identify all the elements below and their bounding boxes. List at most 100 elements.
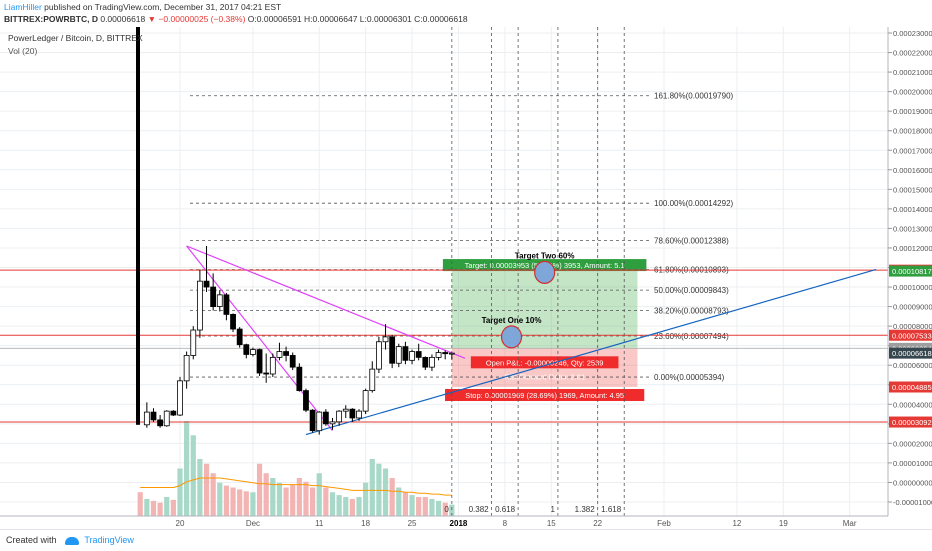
- trend-line: [186, 245, 333, 432]
- volume-ma-line: [140, 477, 452, 496]
- price-tick-label: 0.00002000: [893, 439, 932, 448]
- volume-bar: [250, 492, 256, 516]
- last-value: 0.00006618: [100, 14, 146, 24]
- annotations[interactable]: Target Two 60% Target One 10%: [482, 251, 575, 349]
- price-tick-label: 0.00021000: [893, 68, 932, 77]
- volume-bar: [356, 497, 362, 516]
- candle-down: [157, 419, 164, 427]
- candle-up: [216, 294, 223, 307]
- candle-up: [276, 351, 283, 358]
- candle-up: [163, 410, 170, 427]
- candle-down: [236, 328, 243, 346]
- price-tick-label: 0.00001000: [893, 459, 932, 468]
- candle-down: [150, 411, 157, 421]
- volume-bar: [296, 478, 302, 516]
- time-tick-label: 8: [503, 519, 508, 528]
- candle-up: [143, 411, 150, 426]
- volume-bar: [382, 468, 389, 516]
- candle-down: [303, 390, 309, 411]
- first-candle-spike: [136, 27, 140, 425]
- price-tick-label: 0.00006000: [893, 361, 932, 370]
- volume-bar: [343, 497, 349, 516]
- volume-bar: [435, 500, 442, 516]
- volume-bar: [442, 502, 448, 516]
- target-circle: [534, 260, 556, 284]
- candle-up: [269, 356, 276, 375]
- candle-down: [422, 356, 429, 368]
- volume-bar: [237, 489, 243, 516]
- volume-bar: [396, 487, 402, 516]
- price-tick-label: 0.00008000: [893, 322, 932, 331]
- price-tick-label: 0.00022000: [893, 49, 932, 58]
- fib-level-label: 78.60%(0.00012388): [654, 236, 729, 245]
- price-label: 0.00004885: [892, 383, 932, 392]
- candle-up: [362, 390, 369, 412]
- volume-bar: [329, 492, 336, 516]
- volume-legend: Vol (20): [8, 46, 37, 56]
- open-pnl-label: Open P&L: -0.00000246, Qty: 2539: [486, 358, 604, 367]
- volume-bar: [449, 504, 455, 516]
- volume-bar: [184, 421, 190, 516]
- volume-bar: [349, 498, 355, 516]
- price-tick-label: 0.00018000: [893, 127, 932, 136]
- fib-level-label: 38.20%(0.00008793): [654, 307, 729, 316]
- stop-label: Stop: 0.00001969 (28.69%) 1969, Amount: …: [465, 391, 624, 400]
- volume-bar: [409, 495, 415, 516]
- ohlc-line: BITTREX:POWRBTC, D 0.00006618 ▼ −0.00000…: [4, 13, 468, 25]
- price-chart[interactable]: Target: 0.00003953 (57.59%) 3953, Amount…: [0, 0, 932, 529]
- price-label-bg: [889, 347, 932, 359]
- price-axis[interactable]: 0.00023000 0.00022000 0.00021000 0.00020000…: [887, 27, 932, 516]
- candle-up: [190, 329, 197, 356]
- candle-down: [243, 344, 250, 355]
- volume-bar: [376, 463, 382, 516]
- price-tick-label: 0.00015000: [893, 185, 932, 194]
- candle-up: [409, 351, 415, 361]
- fib-time-label: 0.382: [469, 505, 490, 514]
- price-tick-label: 0.00013000: [893, 224, 932, 233]
- volume-bar: [157, 502, 163, 516]
- tradingview-logo-icon: [65, 536, 80, 545]
- price-label: 0.00010817: [892, 267, 932, 276]
- volume-pane: [137, 421, 455, 516]
- published-text: published on TradingView.com, December 3…: [44, 2, 282, 12]
- volume-bar: [270, 478, 276, 516]
- volume-bar: [197, 459, 203, 516]
- candle-up: [369, 368, 376, 392]
- candle-up: [336, 410, 343, 423]
- candle-down: [210, 286, 217, 307]
- candle-up: [250, 349, 256, 355]
- candle-up: [395, 346, 402, 364]
- author-link[interactable]: LiamHiller: [4, 2, 42, 12]
- time-tick-label: 20: [176, 519, 185, 528]
- drawing-lines[interactable]: [0, 27, 888, 436]
- time-tick-label: Mar: [843, 519, 857, 528]
- candle-down: [322, 411, 329, 425]
- candle-down: [349, 408, 356, 419]
- price-label: 0.00003092: [892, 418, 932, 427]
- volume-bar: [323, 487, 329, 516]
- fib-time-label: 0.618: [495, 505, 516, 514]
- fib-time-label: 1.382: [575, 505, 596, 514]
- candle-up: [196, 280, 203, 331]
- time-axis[interactable]: 20 Dec 11 18 25 2018 8 15 22 Feb 12 19 Mar: [0, 515, 888, 528]
- volume-bar: [137, 492, 143, 516]
- price-tick-label: 0.00019000: [893, 107, 932, 116]
- chart-header: LiamHiller published on TradingView.com,…: [0, 0, 932, 27]
- price-tick-label: 0.00009000: [893, 303, 932, 312]
- tradingview-link[interactable]: TradingView: [84, 535, 134, 545]
- time-tick-label: 12: [732, 519, 741, 528]
- time-tick-label: 22: [593, 519, 602, 528]
- trend-line: [305, 268, 877, 436]
- legend-title: PowerLedger / Bitcoin, D, BITTREX: [8, 33, 143, 43]
- publish-line: LiamHiller published on TradingView.com,…: [4, 1, 281, 13]
- price-tick-label: 0.00017000: [893, 146, 932, 155]
- volume-bar: [170, 499, 176, 516]
- price-label-bg: [889, 381, 932, 393]
- time-tick-label: 18: [361, 519, 370, 528]
- fib-level-label: 161.80%(0.00019790): [654, 92, 734, 101]
- candle-up: [356, 410, 362, 419]
- volume-bar: [177, 468, 183, 516]
- fib-level-label: 100.00%(0.00014292): [654, 199, 734, 208]
- volume-bar: [389, 478, 395, 516]
- volume-bar: [223, 485, 230, 516]
